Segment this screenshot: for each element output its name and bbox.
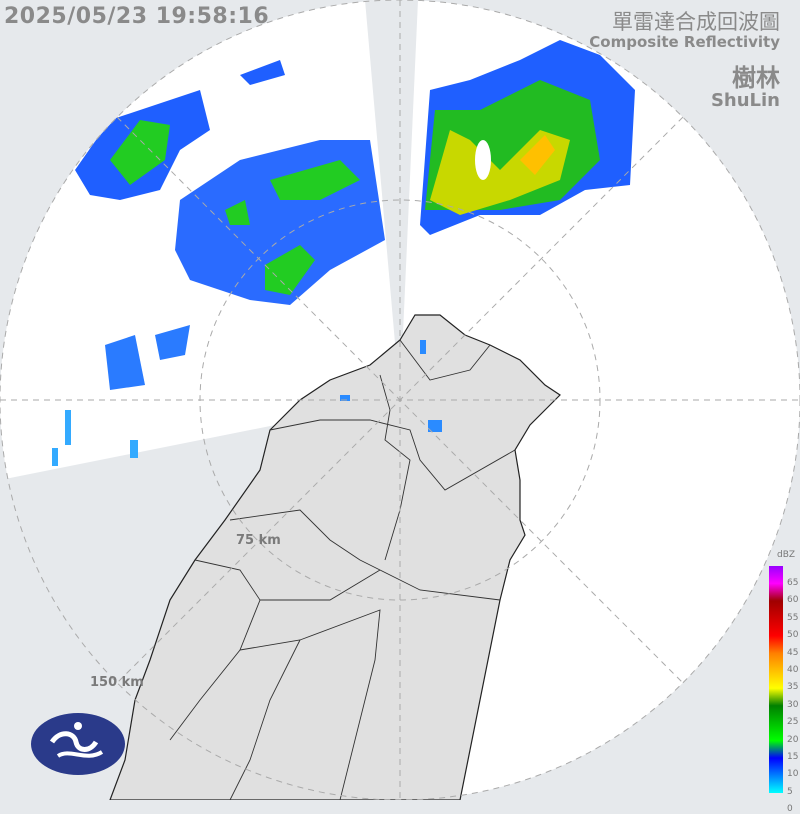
legend-tick: 5: [787, 786, 793, 797]
taiwan-land: [109, 314, 561, 800]
product-title-en: Composite Reflectivity: [589, 33, 780, 51]
legend-tick: 0: [787, 804, 793, 814]
legend-tick: 55: [787, 612, 799, 623]
legend-unit: dBZ: [777, 550, 796, 560]
timestamp: 2025/05/23 19:58:16: [4, 4, 270, 29]
product-title-zh: 單雷達合成回波圖: [612, 10, 780, 34]
legend-tick: 50: [787, 630, 799, 641]
legend-tick: 10: [787, 769, 799, 780]
blocked-sector-north: [365, 0, 418, 400]
legend-tick: 60: [787, 595, 799, 606]
echo-land: [340, 340, 442, 432]
range-label-150: 150 km: [90, 675, 144, 690]
legend-tick: 65: [787, 578, 799, 588]
legend-tick: 40: [787, 665, 799, 675]
echo-northeast: [420, 40, 635, 235]
legend-tick: 25: [787, 717, 799, 728]
legend-tick: 35: [787, 682, 799, 693]
range-label-75: 75 km: [236, 533, 281, 548]
echo-northwest: [52, 60, 385, 466]
station-name-en: ShuLin: [710, 90, 780, 111]
legend-tick: 20: [787, 734, 799, 745]
county-borders: [169, 339, 516, 800]
station-name-zh: 樹林: [732, 64, 780, 92]
legend-tick: 30: [787, 699, 799, 710]
legend-color-bar: [769, 566, 783, 793]
legend-tick: 15: [787, 752, 799, 762]
cwa-logo: [31, 713, 125, 775]
legend-tick: 45: [787, 647, 799, 658]
